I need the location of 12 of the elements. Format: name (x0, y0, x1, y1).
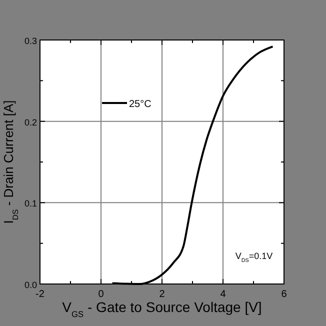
y-tick-label: 0.1 (24, 198, 37, 209)
legend-label: 25°C (129, 99, 152, 110)
y-tick-label: 0.3 (24, 36, 37, 46)
x-tick-label: 2 (159, 289, 166, 300)
x-tick-label: 0 (98, 289, 104, 300)
annotation: V$_{DS}$=0.1V (235, 251, 273, 264)
x-tick-label: -2 (36, 289, 45, 300)
y-tick-label: 0.0 (24, 280, 37, 290)
x-tick-label: 6 (281, 289, 288, 300)
y-tick-label: 0.2 (24, 117, 37, 128)
x-tick-label: 4 (220, 289, 226, 300)
x-axis-title: V$_{GS}$ - Gate to Source Voltage [V] (62, 299, 262, 319)
